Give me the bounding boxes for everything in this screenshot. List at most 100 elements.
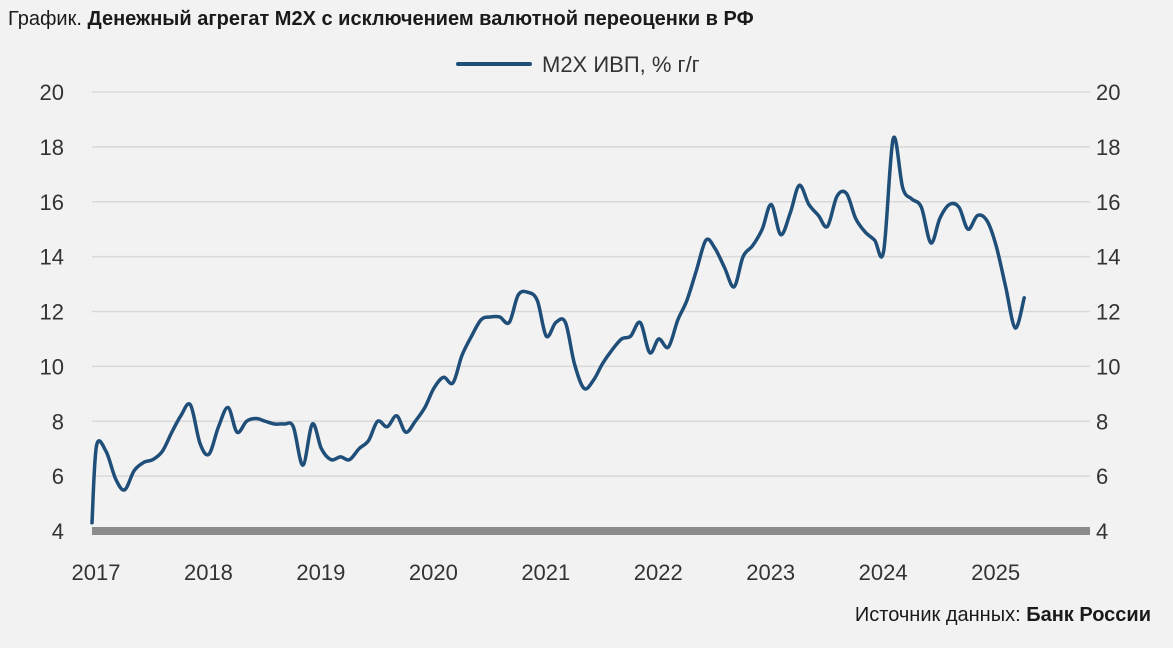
data-point — [516, 293, 520, 297]
data-point — [544, 334, 548, 338]
data-point — [207, 452, 211, 456]
data-source-label: Источник данных: — [854, 604, 1021, 626]
data-point — [235, 430, 239, 434]
data-point — [319, 447, 323, 451]
legend-label: М2Х ИВП, % г/г — [542, 52, 700, 77]
data-point — [160, 449, 164, 453]
data-point — [919, 205, 923, 209]
y-tick-label-left: 16 — [40, 190, 64, 215]
data-point — [460, 353, 464, 357]
data-point — [413, 419, 417, 423]
data-point — [535, 299, 539, 303]
y-axis-right: 4 6 8 10 12 14 16 18 20 — [1096, 80, 1120, 544]
data-point — [929, 241, 933, 245]
data-point — [863, 230, 867, 234]
grid-lines — [92, 91, 1090, 477]
data-point — [845, 192, 849, 196]
data-point — [142, 460, 146, 464]
data-point — [367, 438, 371, 442]
data-point — [310, 422, 314, 426]
data-point — [395, 414, 399, 418]
data-point — [226, 406, 230, 410]
chart-title-prefix: График. — [8, 8, 82, 30]
chart-title-text: Денежный агрегат М2Х с исключением валют… — [87, 8, 754, 30]
x-tick-label: 2018 — [184, 560, 233, 585]
data-point — [329, 458, 333, 462]
data-point — [835, 194, 839, 198]
data-point — [498, 315, 502, 319]
data-point — [282, 422, 286, 426]
data-point — [188, 403, 192, 407]
x-tick-label: 2025 — [971, 560, 1020, 585]
data-point — [769, 202, 773, 206]
data-point — [198, 441, 202, 445]
x-axis: 2017 2018 2019 2020 2021 2022 2023 2024 2025 — [72, 527, 1090, 585]
data-point — [291, 425, 295, 429]
y-tick-label-right: 8 — [1096, 409, 1108, 434]
data-point — [947, 202, 951, 206]
data-point — [348, 458, 352, 462]
series-line-m2x — [90, 135, 1026, 525]
data-point — [114, 477, 118, 481]
data-point — [1013, 326, 1017, 330]
data-point — [816, 213, 820, 217]
data-point — [891, 137, 895, 141]
data-point — [592, 378, 596, 382]
data-point — [385, 425, 389, 429]
data-point — [451, 381, 455, 385]
data-point — [263, 419, 267, 423]
data-point — [957, 205, 961, 209]
data-point — [526, 290, 530, 294]
data-point — [170, 430, 174, 434]
y-tick-label-right: 4 — [1096, 519, 1108, 544]
data-point — [95, 444, 99, 448]
data-point — [825, 224, 829, 228]
data-point — [90, 521, 94, 525]
y-tick-label-right: 6 — [1096, 464, 1108, 489]
x-tick-label: 2019 — [296, 560, 345, 585]
data-point — [1004, 285, 1008, 289]
y-tick-label-right: 20 — [1096, 80, 1120, 105]
data-point — [732, 285, 736, 289]
data-point — [572, 362, 576, 366]
y-tick-label-right: 18 — [1096, 135, 1120, 160]
data-point — [666, 345, 670, 349]
data-point — [582, 386, 586, 390]
legend: М2Х ИВП, % г/г — [456, 52, 700, 77]
y-axis-left: 4 6 8 10 12 14 16 18 20 — [40, 80, 64, 544]
data-point — [554, 320, 558, 324]
data-point — [423, 406, 427, 410]
data-point — [901, 186, 905, 190]
series-layer — [90, 135, 1026, 525]
data-point — [882, 249, 886, 253]
y-tick-label-left: 8 — [52, 409, 64, 434]
chart-title: График. Денежный агрегат М2Х с исключени… — [8, 8, 754, 31]
data-point — [985, 219, 989, 223]
data-point — [470, 334, 474, 338]
data-point — [854, 216, 858, 220]
y-tick-label-left: 12 — [40, 300, 64, 325]
x-tick-label: 2023 — [746, 560, 795, 585]
data-point — [441, 375, 445, 379]
y-tick-label-left: 20 — [40, 80, 64, 105]
y-tick-label-left: 6 — [52, 464, 64, 489]
data-point — [563, 320, 567, 324]
y-tick-label-left: 18 — [40, 135, 64, 160]
data-point — [404, 430, 408, 434]
data-point — [704, 238, 708, 242]
data-point — [104, 449, 108, 453]
y-tick-label-right: 14 — [1096, 245, 1120, 270]
data-source: Источник данных: Банк России — [855, 604, 1151, 627]
data-point — [779, 233, 783, 237]
data-point — [123, 488, 127, 492]
data-point — [629, 334, 633, 338]
data-point — [741, 255, 745, 259]
data-point — [507, 320, 511, 324]
data-point — [966, 227, 970, 231]
data-point — [657, 337, 661, 341]
data-point — [432, 386, 436, 390]
data-point — [273, 422, 277, 426]
x-tick-label: 2021 — [521, 560, 570, 585]
data-point — [339, 455, 343, 459]
